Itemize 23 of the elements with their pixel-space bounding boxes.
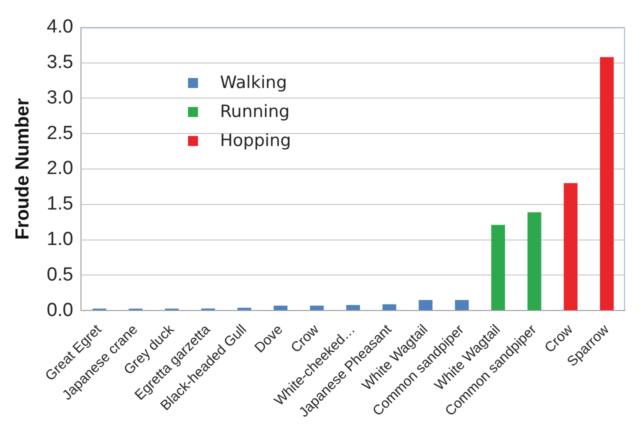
legend-label: Walking xyxy=(220,72,287,92)
bar xyxy=(454,300,469,310)
legend-label: Hopping xyxy=(220,130,292,150)
bar xyxy=(600,57,614,310)
bar xyxy=(418,300,432,310)
y-tick-label: 3.5 xyxy=(46,52,74,74)
bar xyxy=(491,224,506,310)
bar xyxy=(382,304,396,310)
y-axis-title: Froude Number xyxy=(12,98,34,240)
y-tick-label: 1.0 xyxy=(46,229,74,250)
bar xyxy=(310,306,324,310)
y-tick-label: 2.5 xyxy=(46,122,74,144)
legend-label: Running xyxy=(220,102,290,122)
y-tick-label: 2.0 xyxy=(46,158,74,180)
bar xyxy=(274,306,288,310)
y-tick-label: 0.5 xyxy=(46,264,74,286)
bar xyxy=(527,212,542,310)
y-tick-label: 1.5 xyxy=(46,194,74,215)
bar xyxy=(564,183,578,310)
bar xyxy=(346,304,360,310)
y-tick-label: 3.0 xyxy=(46,87,74,108)
y-tick-label: 0.0 xyxy=(46,300,74,321)
y-tick-label: 4.0 xyxy=(46,16,74,38)
